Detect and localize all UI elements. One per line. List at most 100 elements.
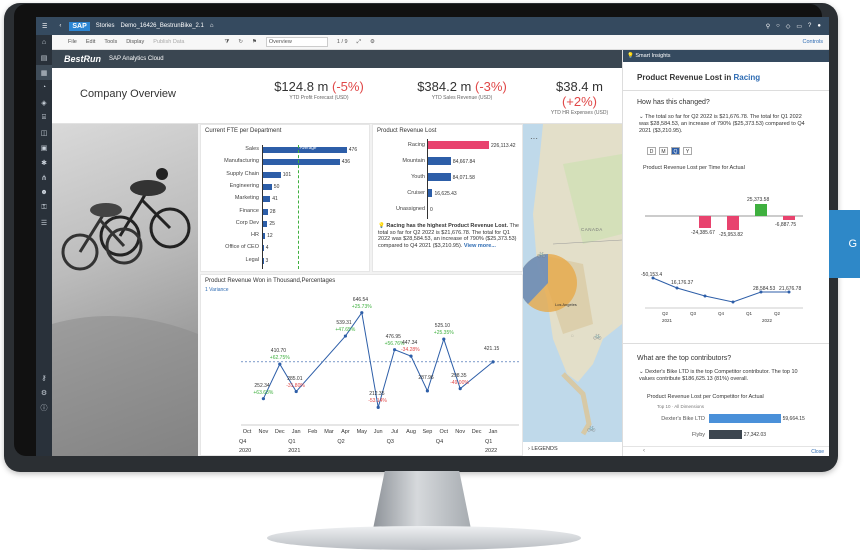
map-legend-toggle[interactable]: › LEGENDS	[523, 442, 622, 456]
fte-category-label: Sales	[245, 146, 259, 152]
contrib-bar[interactable]	[709, 430, 742, 439]
revenue-lost-bar[interactable]	[428, 157, 451, 165]
map-widget[interactable]: ··· ◌ CANADA Los Angeles 🚲 🚲 🚲 › LEGENDS	[523, 124, 622, 456]
question-contributors[interactable]: What are the top contributors?	[637, 355, 732, 362]
users-nav-icon[interactable]: ☻	[40, 189, 48, 196]
fte-bar[interactable]	[263, 171, 281, 178]
fte-bar[interactable]	[263, 233, 266, 240]
period-tab[interactable]: Y	[683, 147, 692, 155]
display-menu[interactable]: Display	[126, 39, 145, 45]
revenue-won-data-label: 287.96	[418, 374, 434, 381]
contrib-label: Dexter's Bike LTD	[661, 416, 705, 422]
kpi-sales-label: YTD Sales Revenue (USD)	[431, 95, 493, 101]
revenue-lost-bar[interactable]	[428, 173, 451, 181]
back-icon[interactable]: ‹	[59, 23, 62, 29]
kpi-profit[interactable]: $124.8 m (-5%) YTD Profit Forecast (USD)	[264, 79, 374, 101]
tools-menu[interactable]: Tools	[104, 39, 118, 45]
fte-bar[interactable]	[263, 196, 271, 203]
panel-back-icon[interactable]: ‹	[643, 448, 645, 454]
help-icon[interactable]: ?	[808, 23, 812, 29]
map-legend-label: LEGENDS	[531, 446, 558, 452]
bike-marker-icon[interactable]: 🚲	[587, 425, 596, 432]
calendar-nav-icon[interactable]: ▣	[40, 144, 48, 152]
contrib-filter[interactable]: Top 10 · All Dimensions	[657, 404, 705, 409]
feedback-icon[interactable]: ▭	[796, 23, 803, 30]
fte-bar[interactable]	[263, 245, 264, 252]
map-options-icon[interactable]: ···	[530, 134, 538, 143]
modeler-nav-icon[interactable]: ◈	[41, 99, 47, 107]
fte-value-label: 25	[269, 220, 275, 227]
analytics-nav-icon[interactable]: ◔	[41, 84, 47, 91]
files-nav-icon[interactable]: ▤	[40, 54, 48, 62]
revenue-won-chart: 252.34 +63.63% 410.70 +62.75% 285.01 -31.80% 5…	[201, 275, 524, 456]
map-city-label: Los Angeles	[555, 302, 577, 307]
quarter-tick: Q3	[689, 311, 696, 316]
revenue-won-point	[343, 334, 347, 338]
predictive-nav-icon[interactable]: ✱	[41, 159, 47, 167]
refresh-icon[interactable]: ↻	[238, 39, 243, 45]
contrib-chart-title: Product Revenue Lost per Competitor for …	[647, 394, 764, 400]
variance-bar	[699, 216, 711, 228]
menu-icon[interactable]: ☰	[42, 23, 48, 30]
revenue-lost-card[interactable]: Product Revenue Lost Racing 226,113.42 Mou…	[372, 124, 523, 272]
security-nav-icon[interactable]: ⚿	[41, 203, 47, 211]
home-icon[interactable]: ⌂	[209, 23, 214, 29]
panel-title-prefix: Product Revenue Lost in	[637, 73, 734, 82]
revenue-lost-bar[interactable]	[428, 141, 489, 149]
panel-close-button[interactable]: Close	[811, 449, 824, 455]
fte-bar[interactable]	[263, 183, 272, 190]
panel-footer: ‹ Close	[623, 446, 829, 456]
controls-button[interactable]: Controls	[802, 39, 823, 45]
bookmark-icon[interactable]: ⚑	[251, 39, 257, 45]
bike-marker-icon[interactable]: 🚲	[593, 333, 602, 340]
notification-icon[interactable]: ◇	[785, 23, 791, 30]
bulb-icon[interactable]: ○	[776, 23, 780, 29]
fte-chart-card[interactable]: Current FTE per Department Sales 476 Manuf…	[200, 124, 370, 272]
fte-bar[interactable]	[263, 220, 268, 227]
settings-icon[interactable]: ⚙	[370, 39, 375, 45]
fullscreen-icon[interactable]: ⤢	[356, 38, 361, 45]
file-menu[interactable]: File	[68, 39, 77, 45]
publish-data-button[interactable]: Publish Data	[153, 39, 185, 45]
month-tick: Sep	[422, 429, 433, 435]
quarter-tick: Q2	[337, 439, 345, 445]
info-nav-icon[interactable]: ⓘ	[40, 404, 48, 412]
kpi-sales[interactable]: $384.2 m (-3%) YTD Sales Revenue (USD)	[407, 79, 517, 101]
connections-nav-icon[interactable]: ⋔	[41, 174, 47, 182]
revenue-won-card[interactable]: Product Revenue Won in Thousand,Percenta…	[200, 274, 523, 456]
month-tick: Feb	[307, 429, 318, 435]
period-tab[interactable]: Q	[671, 147, 680, 155]
page-select[interactable]: Overview	[265, 37, 328, 47]
system-nav-icon[interactable]: ☰	[40, 219, 48, 227]
month-tick: Jun	[373, 429, 383, 435]
fte-bar[interactable]	[263, 257, 264, 264]
fte-bar[interactable]	[263, 159, 340, 166]
insight-view-more-link[interactable]: View more...	[463, 242, 496, 249]
revenue-won-legend: 1 Variance	[205, 287, 229, 293]
filter-icon[interactable]: ⧩	[224, 38, 230, 45]
bike-marker-icon[interactable]: 🚲	[537, 251, 546, 258]
period-tab[interactable]: D	[647, 147, 656, 155]
stories-nav-icon[interactable]: ▦	[36, 65, 52, 80]
fte-bar[interactable]	[263, 208, 268, 215]
revenue-lost-bar[interactable]	[428, 189, 433, 197]
question-changed[interactable]: How has this changed?	[637, 99, 710, 106]
user-avatar[interactable]: ●	[817, 23, 821, 29]
revenue-won-variance-label: +25.35%	[433, 330, 454, 337]
stories-menu[interactable]: Stories	[95, 23, 115, 29]
settings-nav-icon[interactable]: ⚙	[40, 389, 48, 397]
search-icon[interactable]: ⚲	[765, 23, 771, 30]
period-tab[interactable]: M	[659, 147, 668, 155]
edit-menu[interactable]: Edit	[85, 39, 96, 45]
contrib-bar[interactable]	[709, 414, 781, 423]
data-nav-icon[interactable]: ⌸	[41, 113, 47, 121]
contributors-summary-text: Dexter's Bike LTD is the top Competitor …	[639, 369, 798, 382]
lock-nav-icon[interactable]: ⚷	[41, 374, 47, 382]
kpi-hr[interactable]: $38.4 m (+2%) YTD HR Expenses (USD)	[537, 79, 622, 116]
revenue-won-point	[393, 348, 397, 352]
fte-bar[interactable]	[263, 147, 347, 153]
home-nav-icon[interactable]: ⌂	[41, 39, 47, 46]
planning-nav-icon[interactable]: ◫	[40, 129, 48, 137]
variance-bar	[727, 216, 739, 230]
side-tab[interactable]: G	[829, 210, 860, 278]
